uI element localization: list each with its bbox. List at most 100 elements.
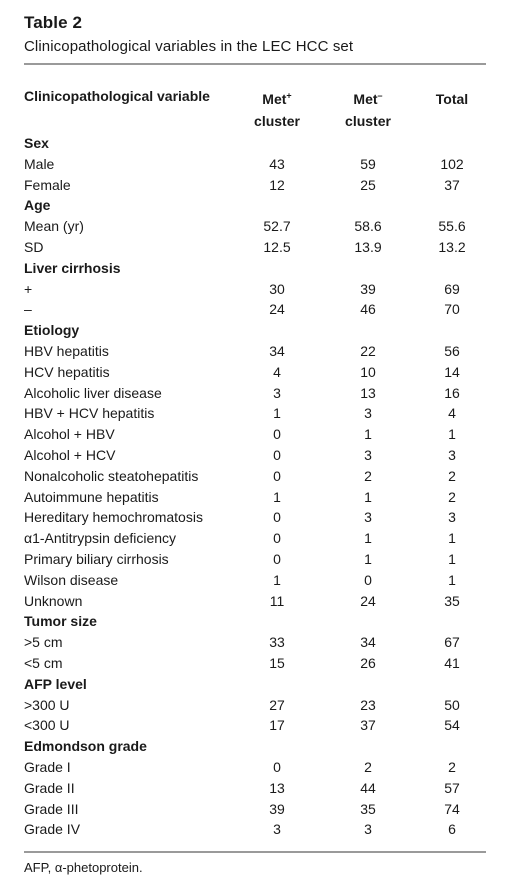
cell-total: 1 (448, 530, 456, 547)
table-row: HCV hepatitis 4 10 14 (24, 362, 486, 383)
table-row: >300 U 27 23 50 (24, 695, 486, 716)
table-row: Autoimmune hepatitis 1 1 2 (24, 487, 486, 508)
cell-met-positive: 13 (269, 779, 285, 796)
cell-met-positive: 17 (269, 717, 285, 734)
cell-met-positive: 1 (273, 571, 281, 588)
cell-met-negative: 58.6 (354, 218, 382, 235)
row-label: Alcoholic liver disease (24, 384, 162, 401)
cell-met-negative: 59 (360, 155, 376, 172)
section-header-row: Edmondson grade (24, 736, 486, 757)
row-label: α1-Antitrypsin deficiency (24, 530, 177, 547)
cell-met-positive: 0 (273, 550, 281, 567)
cell-total: 69 (444, 280, 460, 297)
table-row: Grade I 0 2 2 (24, 757, 486, 778)
bottom-rule (24, 851, 486, 853)
row-label: <300 U (24, 717, 70, 734)
row-label: HCV hepatitis (24, 363, 110, 380)
cell-met-positive: 52.7 (263, 218, 291, 235)
cell-met-positive: 1 (273, 405, 281, 422)
table-row: >5 cm 33 34 67 (24, 632, 486, 653)
table-row: Wilson disease 1 0 1 (24, 570, 486, 591)
section-header-row: Sex (24, 133, 486, 154)
top-rule (24, 63, 486, 65)
cell-met-negative: 2 (364, 467, 372, 484)
table-row: Female 12 25 37 (24, 175, 486, 196)
cell-met-positive: 3 (273, 821, 281, 838)
cell-total: 54 (444, 717, 460, 734)
cell-met-negative: 46 (360, 301, 376, 318)
header-variable: Clinicopathological variable (24, 88, 210, 104)
row-label: Unknown (24, 592, 83, 609)
table-row: Alcohol + HCV 0 3 3 (24, 445, 486, 466)
row-label: Primary biliary cirrhosis (24, 550, 169, 567)
cell-total: 2 (448, 758, 456, 775)
table-row: HBV + HCV hepatitis 1 3 4 (24, 403, 486, 424)
table-row: Nonalcoholic steatohepatitis 0 2 2 (24, 466, 486, 487)
header-met-positive-sup: + (286, 90, 292, 101)
cell-total: 57 (444, 779, 460, 796)
row-label: Grade II (24, 779, 75, 796)
cell-met-positive: 24 (269, 301, 285, 318)
section-header-row: Etiology (24, 320, 486, 341)
table-body: Sex Male 43 59 102 Female 12 25 37 Age Mean (yr) 52… (24, 133, 486, 840)
cell-met-negative: 23 (360, 696, 376, 713)
row-label: Autoimmune hepatitis (24, 488, 159, 505)
cell-total: 3 (448, 446, 456, 463)
table-row: – 24 46 70 (24, 299, 486, 320)
cell-met-negative: 37 (360, 717, 376, 734)
table-row: Grade III 39 35 74 (24, 799, 486, 820)
header-met-negative-sup: – (377, 90, 383, 101)
table-row: Alcoholic liver disease 3 13 16 (24, 383, 486, 404)
section-label: Liver cirrhosis (24, 259, 121, 276)
cell-met-negative: 25 (360, 176, 376, 193)
cell-met-positive: 1 (273, 488, 281, 505)
row-label: Hereditary hemochromatosis (24, 509, 203, 526)
cell-total: 102 (440, 155, 464, 172)
section-label: Age (24, 197, 51, 214)
row-label: – (24, 301, 32, 318)
table-row: Mean (yr) 52.7 58.6 55.6 (24, 216, 486, 237)
cell-total: 4 (448, 405, 456, 422)
cell-met-positive: 15 (269, 654, 285, 671)
cell-total: 2 (448, 467, 456, 484)
table-row: HBV hepatitis 34 22 56 (24, 341, 486, 362)
table-row: Male 43 59 102 (24, 154, 486, 175)
cell-met-positive: 11 (269, 592, 285, 609)
cell-total: 56 (444, 342, 460, 359)
row-label: Female (24, 176, 71, 193)
cell-met-negative: 1 (364, 550, 372, 567)
cell-met-negative: 1 (364, 426, 372, 443)
row-label: Grade III (24, 800, 79, 817)
cell-met-positive: 43 (269, 155, 285, 172)
cell-met-negative: 2 (364, 758, 372, 775)
header-met-positive-text: Met (262, 91, 287, 107)
table-row: <5 cm 15 26 41 (24, 653, 486, 674)
cell-met-positive: 34 (269, 342, 285, 359)
cell-met-positive: 33 (269, 634, 285, 651)
cell-met-negative: 24 (360, 592, 376, 609)
cell-total: 50 (444, 696, 460, 713)
cell-met-positive: 39 (269, 800, 285, 817)
section-label: Etiology (24, 322, 80, 339)
cell-met-positive: 30 (269, 280, 285, 297)
cell-met-negative: 39 (360, 280, 376, 297)
cell-met-negative: 3 (364, 405, 372, 422)
row-label: Alcohol + HCV (24, 446, 116, 463)
table-footnote: AFP, α-phetoprotein. (24, 860, 143, 875)
cell-met-negative: 1 (364, 488, 372, 505)
cell-met-positive: 12.5 (263, 238, 291, 255)
row-label: Nonalcoholic steatohepatitis (24, 467, 199, 484)
row-label: <5 cm (24, 654, 63, 671)
section-label: Edmondson grade (24, 738, 147, 755)
cell-total: 6 (448, 821, 456, 838)
cell-met-negative: 13 (360, 384, 376, 401)
row-label: Mean (yr) (24, 218, 84, 235)
table-caption: Clinicopathological variables in the LEC… (24, 38, 354, 55)
cell-total: 35 (444, 592, 460, 609)
cell-met-positive: 4 (273, 363, 281, 380)
header-met-positive-line2: cluster (254, 113, 300, 129)
cell-total: 67 (444, 634, 460, 651)
cell-met-negative: 10 (360, 363, 376, 380)
cell-met-negative: 22 (360, 342, 376, 359)
cell-total: 1 (448, 426, 456, 443)
